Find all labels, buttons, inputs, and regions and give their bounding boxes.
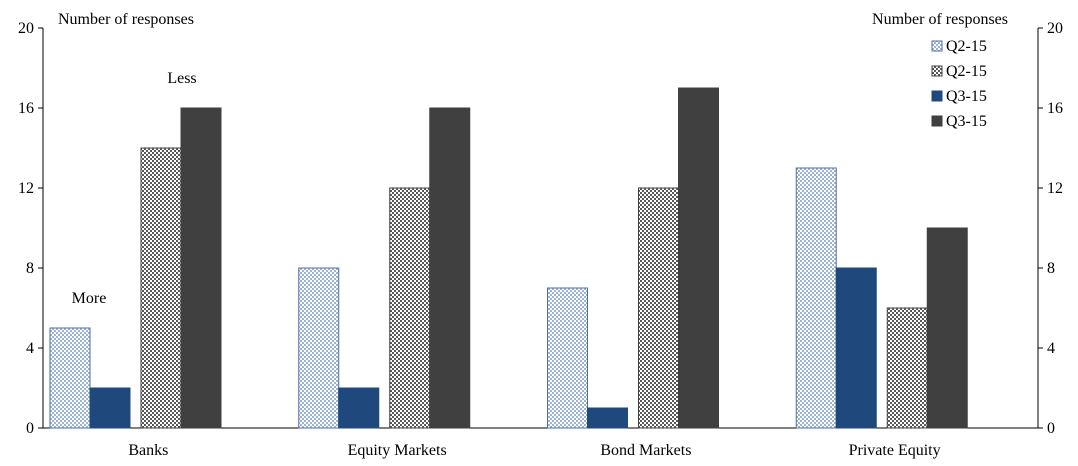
bar-2-bond-markets	[638, 187, 679, 429]
bar-2-banks	[140, 147, 182, 429]
bar-1-banks	[89, 387, 131, 429]
y-tick-label-right: 0	[1047, 420, 1055, 437]
y-tick-label-right: 20	[1047, 20, 1063, 37]
bar-1-bond-markets	[587, 407, 628, 429]
y-tick-label-right: 16	[1047, 100, 1063, 117]
bar-3-equity-markets	[429, 107, 471, 429]
x-tick-label: Bond Markets	[600, 442, 691, 459]
x-tick-label: Equity Markets	[348, 442, 447, 459]
bar-2-equity-markets	[389, 187, 431, 429]
y-tick-label-left: 12	[18, 180, 34, 197]
annotation-label: Less	[167, 70, 196, 87]
bar-0-private-equity	[795, 167, 837, 429]
y-tick-label-left: 4	[26, 340, 34, 357]
bar-2-private-equity	[886, 307, 928, 429]
bar-3-banks	[180, 107, 222, 429]
y-tick-label-right: 4	[1047, 340, 1055, 357]
x-tick-label: Banks	[128, 442, 168, 459]
legend-swatch	[931, 90, 943, 102]
y-tick-label-left: 20	[18, 20, 34, 37]
y-tick-label-right: 8	[1047, 260, 1055, 277]
y-tick-label-left: 16	[18, 100, 34, 117]
y-tick-label-left: 0	[26, 420, 34, 437]
bar-3-private-equity	[926, 227, 968, 429]
bar-0-equity-markets	[298, 267, 340, 429]
x-tick-label: Private Equity	[849, 442, 941, 459]
bar-1-private-equity	[835, 267, 877, 429]
y-axis-title-right: Number of responses	[872, 11, 1008, 28]
y-tick-label-right: 12	[1047, 180, 1063, 197]
y-axis-title-left: Number of responses	[58, 11, 194, 28]
legend-label: Q3-15	[946, 88, 987, 105]
bar-0-banks	[49, 327, 91, 429]
legend-label: Q3-15	[946, 113, 987, 130]
legend-swatch	[931, 40, 943, 52]
bar-3-bond-markets	[678, 87, 719, 429]
annotation-label: More	[72, 290, 107, 307]
legend-label: Q2-15	[946, 63, 987, 80]
bar-1-equity-markets	[338, 387, 380, 429]
legend-swatch	[931, 115, 943, 127]
y-tick-label-left: 8	[26, 260, 34, 277]
bar-0-bond-markets	[547, 287, 588, 429]
legend-label: Q2-15	[946, 38, 987, 55]
legend-swatch	[931, 65, 943, 77]
